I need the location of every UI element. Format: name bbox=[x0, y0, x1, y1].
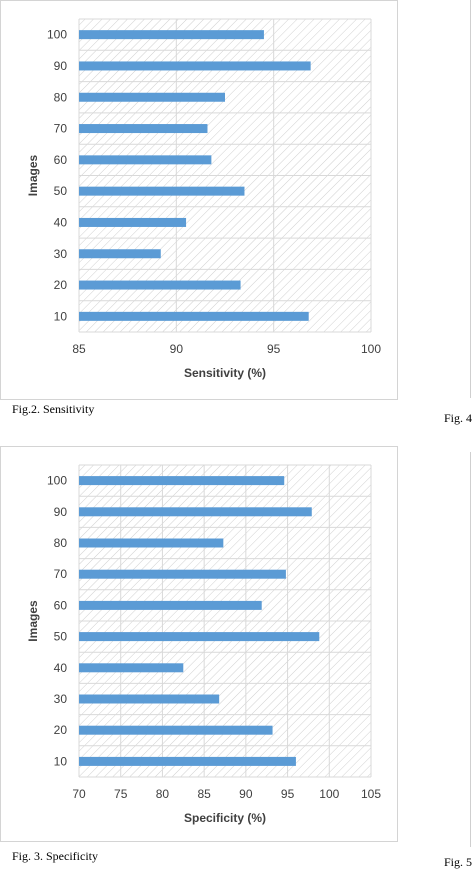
bar-100 bbox=[79, 30, 264, 40]
bar-20 bbox=[79, 280, 241, 290]
bar-90 bbox=[79, 61, 311, 71]
y-tick-label: 10 bbox=[54, 754, 68, 768]
bar-60 bbox=[79, 600, 262, 610]
x-tick-label: 100 bbox=[361, 342, 381, 356]
x-tick-label: 90 bbox=[239, 787, 253, 801]
adjacent-figure-caption-top: Fig. 4 bbox=[444, 411, 473, 425]
bar-70 bbox=[79, 569, 286, 579]
y-tick-label: 60 bbox=[54, 598, 68, 612]
y-tick-label: 90 bbox=[54, 59, 68, 73]
x-tick-label: 85 bbox=[197, 787, 211, 801]
y-tick-label: 70 bbox=[54, 122, 68, 136]
bar-50 bbox=[79, 632, 320, 642]
x-tick-label: 75 bbox=[114, 787, 128, 801]
bar-40 bbox=[79, 663, 184, 673]
bar-10 bbox=[79, 311, 309, 321]
bar-90 bbox=[79, 507, 312, 517]
x-tick-label: 95 bbox=[281, 787, 295, 801]
x-tick-label: 80 bbox=[156, 787, 170, 801]
y-tick-label: 100 bbox=[47, 474, 67, 488]
bar-40 bbox=[79, 217, 187, 227]
adjacent-panel-edge-bottom bbox=[470, 452, 471, 847]
sensitivity-chart: 10 20 30 40 50 60 70 80 90 100 85 90 95 100 Sensitivit… bbox=[26, 18, 381, 380]
y-tick-label: 40 bbox=[54, 215, 68, 229]
x-tick-label: 85 bbox=[72, 342, 86, 356]
x-tick-label: 90 bbox=[170, 342, 184, 356]
bar-80 bbox=[79, 92, 225, 102]
adjacent-figure-caption-bottom: Fig. 5 bbox=[444, 855, 473, 869]
y-tick-label: 100 bbox=[47, 28, 67, 42]
y-tick-label: 30 bbox=[54, 692, 68, 706]
y-tick-label: 90 bbox=[54, 505, 68, 519]
bar-30 bbox=[79, 694, 220, 704]
x-tick-label: 105 bbox=[361, 787, 381, 801]
y-tick-label: 70 bbox=[54, 567, 68, 581]
y-tick-label: 60 bbox=[54, 153, 68, 167]
fig2-caption: Fig.2. Sensitivity bbox=[12, 402, 95, 416]
specificity-chart: 10 20 30 40 50 60 70 80 90 100 70 75 80 85 90 95 100 105 S… bbox=[26, 464, 381, 825]
y-tick-label: 80 bbox=[54, 536, 68, 550]
y-tick-label: 40 bbox=[54, 661, 68, 675]
y-axis-title: Images bbox=[26, 600, 40, 642]
fig3-caption: Fig. 3. Specificity bbox=[12, 849, 98, 863]
y-axis-title: Images bbox=[26, 154, 40, 196]
adjacent-panel-edge-top bbox=[470, 0, 471, 398]
y-tick-label: 50 bbox=[54, 184, 68, 198]
bar-30 bbox=[79, 249, 161, 259]
bar-70 bbox=[79, 124, 208, 134]
x-axis-title: Sensitivity (%) bbox=[184, 366, 266, 380]
bar-50 bbox=[79, 186, 245, 196]
y-tick-label: 30 bbox=[54, 247, 68, 261]
bar-100 bbox=[79, 476, 285, 486]
y-tick-label: 20 bbox=[54, 278, 68, 292]
bar-60 bbox=[79, 155, 212, 165]
bar-80 bbox=[79, 538, 224, 548]
bar-10 bbox=[79, 756, 296, 766]
specificity-chart-panel: 10 20 30 40 50 60 70 80 90 100 70 75 80 85 90 95 100 105 S… bbox=[0, 446, 398, 842]
y-tick-label: 10 bbox=[54, 309, 68, 323]
y-tick-label: 50 bbox=[54, 630, 68, 644]
y-tick-label: 80 bbox=[54, 90, 68, 104]
bar-20 bbox=[79, 725, 273, 735]
x-tick-label: 70 bbox=[72, 787, 86, 801]
x-tick-label: 100 bbox=[319, 787, 339, 801]
x-tick-label: 95 bbox=[267, 342, 281, 356]
y-tick-label: 20 bbox=[54, 723, 68, 737]
sensitivity-chart-panel: 10 20 30 40 50 60 70 80 90 100 85 90 95 100 Sensitivit… bbox=[0, 0, 398, 400]
x-axis-title: Specificity (%) bbox=[184, 811, 266, 825]
